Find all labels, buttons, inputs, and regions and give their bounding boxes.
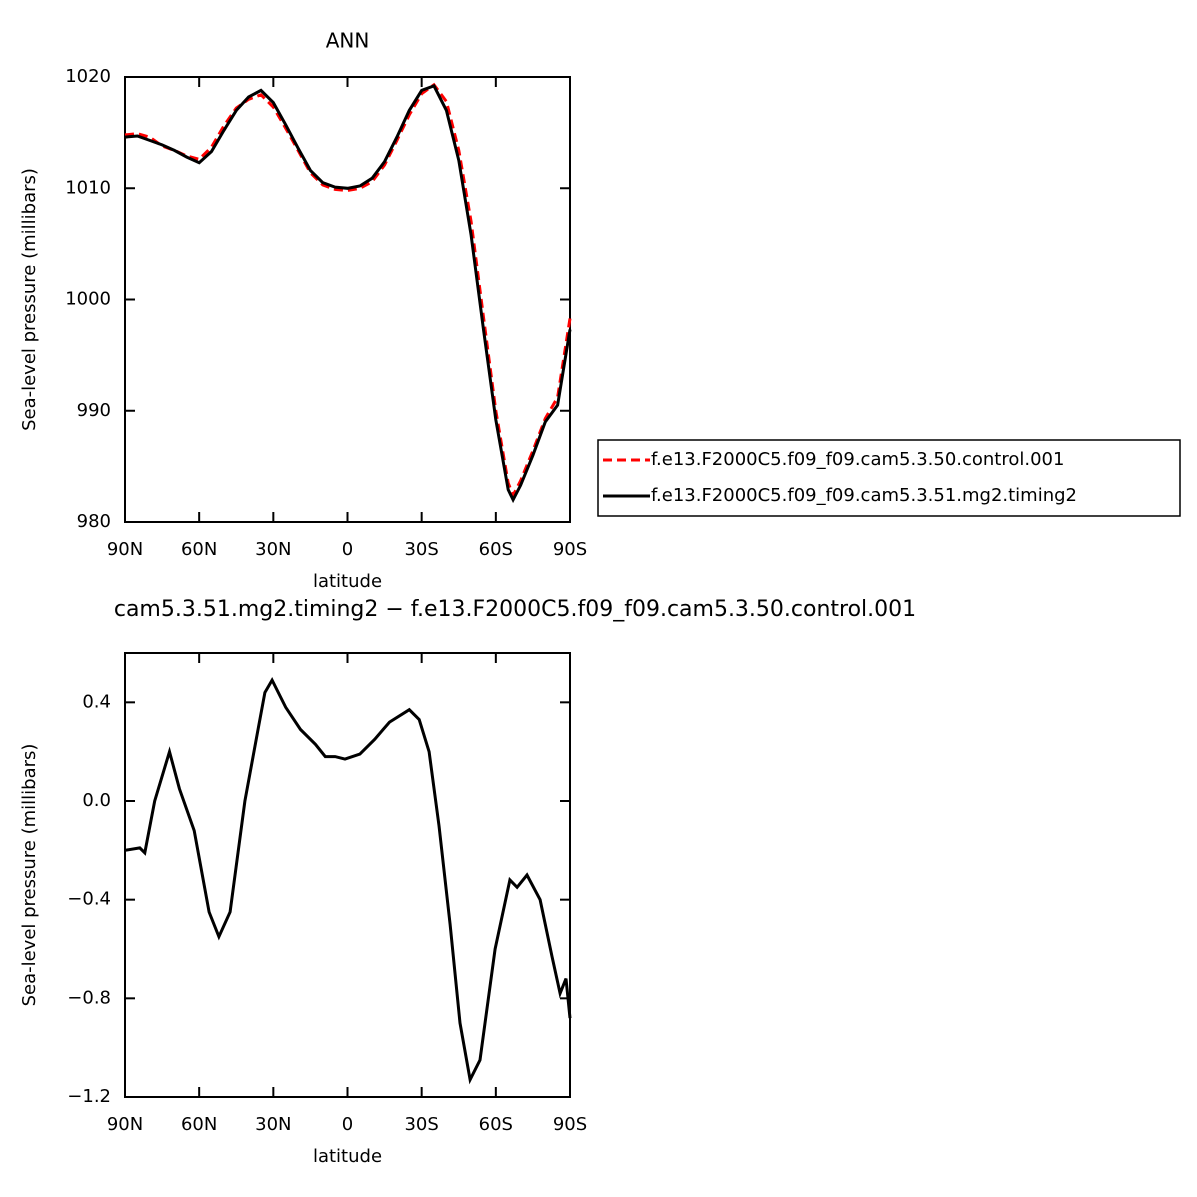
- x-tick-label: 90N: [107, 539, 143, 560]
- x-tick-label: 0: [342, 539, 353, 560]
- y-tick-label: 1020: [65, 66, 111, 87]
- x-tick-label: 60S: [479, 1114, 513, 1135]
- y-tick-label: 1000: [65, 289, 111, 310]
- x-tick-label: 90S: [553, 1114, 587, 1135]
- y-tick-label: 990: [77, 400, 111, 421]
- x-tick-label: 30N: [255, 539, 291, 560]
- series-line: [124, 676, 572, 1085]
- legend-label: f.e13.F2000C5.f09_f09.cam5.3.51.mg2.timi…: [651, 485, 1077, 506]
- x-tick-label: 30S: [404, 539, 438, 560]
- x-tick-label: 30S: [404, 1114, 438, 1135]
- legend-box: [597, 439, 1181, 517]
- x-axis-label: latitude: [313, 571, 382, 592]
- y-axis-label: Sea-level pressure (millibars): [19, 168, 40, 431]
- x-tick-label: 90S: [553, 539, 587, 560]
- x-tick-label: 60S: [479, 539, 513, 560]
- chart-title: cam5.3.51.mg2.timing2 − f.e13.F2000C5.f0…: [114, 597, 916, 622]
- series-line: [124, 82, 572, 499]
- chart-title: ANN: [326, 29, 370, 53]
- y-tick-label: 0.0: [82, 790, 111, 811]
- y-tick-label: 980: [77, 511, 111, 532]
- y-tick-label: 0.4: [82, 691, 111, 712]
- series-line: [124, 84, 572, 504]
- x-tick-label: 0: [342, 1114, 353, 1135]
- x-axis-label: latitude: [313, 1146, 382, 1167]
- legend-label: f.e13.F2000C5.f09_f09.cam5.3.50.control.…: [651, 449, 1064, 470]
- y-axis-label: Sea-level pressure (millibars): [19, 744, 40, 1007]
- y-tick-label: −1.2: [67, 1086, 111, 1107]
- x-tick-label: 30N: [255, 1114, 291, 1135]
- x-tick-label: 90N: [107, 1114, 143, 1135]
- x-tick-label: 60N: [181, 1114, 217, 1135]
- y-tick-label: −0.4: [67, 889, 111, 910]
- y-tick-label: 1010: [65, 177, 111, 198]
- plot-frame: [124, 652, 571, 1098]
- y-tick-label: −0.8: [67, 987, 111, 1008]
- x-tick-label: 60N: [181, 539, 217, 560]
